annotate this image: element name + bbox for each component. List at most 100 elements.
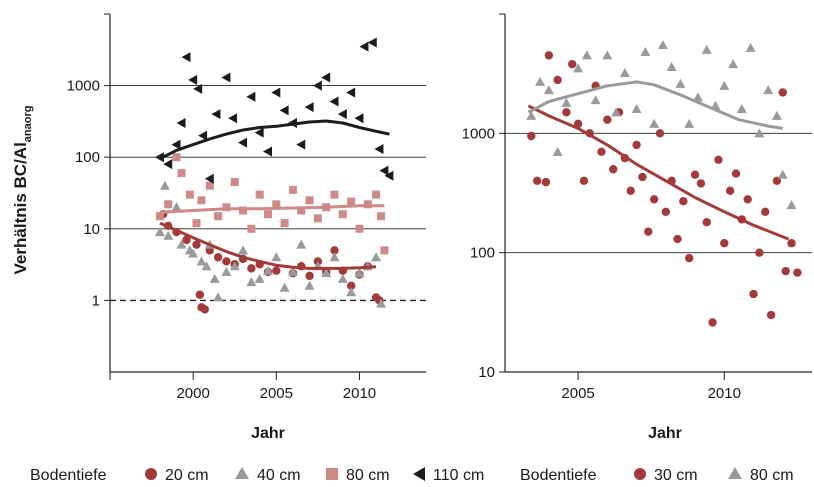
data-point <box>182 235 191 245</box>
data-point <box>338 210 347 219</box>
data-point <box>690 170 700 179</box>
left-x-axis-label: Jahr <box>251 425 285 442</box>
data-point <box>221 266 232 276</box>
data-point <box>296 139 306 150</box>
data-point <box>541 177 551 187</box>
data-point <box>579 176 589 186</box>
y-tick-label: 10 <box>478 364 495 381</box>
data-point <box>213 253 223 262</box>
data-point <box>685 253 694 263</box>
data-point <box>568 59 577 69</box>
data-point <box>304 280 315 290</box>
data-point <box>296 239 307 249</box>
legend-item-40cm: 40 cm <box>235 467 301 484</box>
data-point <box>377 212 386 221</box>
data-point <box>552 146 563 156</box>
left-chart: 1 10 100 1000 2000 2005 2010 Jahr <box>67 13 426 442</box>
legend-left-title: Bodentiefe <box>30 467 107 484</box>
data-point <box>355 224 364 233</box>
data-point <box>632 140 641 150</box>
trend-line <box>159 204 385 214</box>
data-point <box>287 266 298 276</box>
data-point <box>714 155 723 165</box>
data-point <box>379 165 389 176</box>
data-point <box>312 80 322 91</box>
data-point <box>657 39 668 49</box>
data-point <box>354 113 364 124</box>
data-point <box>702 218 711 227</box>
data-point <box>581 50 592 60</box>
data-point <box>532 176 542 186</box>
legend-marker-20cm <box>145 468 157 480</box>
series-80cm <box>155 153 389 255</box>
data-point <box>280 219 289 228</box>
right-chart: 10 100 1000 2005 2010 Jahr <box>462 13 812 442</box>
data-point <box>743 195 752 204</box>
data-point <box>188 74 198 85</box>
data-point <box>305 196 314 205</box>
data-point <box>313 214 322 223</box>
data-point <box>736 103 747 113</box>
data-point <box>346 287 357 297</box>
data-point <box>239 206 248 215</box>
data-point <box>347 197 356 206</box>
data-point <box>708 318 717 327</box>
data-point <box>177 169 186 178</box>
data-point <box>725 186 735 195</box>
data-point <box>279 282 290 292</box>
data-point <box>337 109 347 120</box>
legend-label-80cm: 80 cm <box>346 467 390 484</box>
data-point <box>661 207 671 217</box>
data-point <box>221 72 231 83</box>
data-point <box>719 80 730 90</box>
data-point <box>638 172 647 182</box>
data-point <box>611 107 622 117</box>
data-point <box>272 266 281 275</box>
data-point <box>649 195 659 204</box>
data-point <box>200 305 209 314</box>
x-tick-label: 2010 <box>708 385 741 402</box>
data-point <box>771 110 782 120</box>
data-point <box>288 185 297 194</box>
data-point <box>222 257 231 266</box>
legend-label-110cm: 110 cm <box>433 467 484 484</box>
data-point <box>321 268 332 278</box>
legend-item-80cm: 80 cm <box>326 467 390 484</box>
data-point <box>666 61 677 71</box>
data-point <box>181 52 191 63</box>
data-point <box>679 196 688 206</box>
legend-item-20cm: 20 cm <box>145 467 209 484</box>
data-point <box>619 68 630 78</box>
data-point <box>527 131 536 141</box>
data-point <box>544 51 554 60</box>
data-point <box>304 102 314 113</box>
legend-label-40cm: 40 cm <box>257 467 301 484</box>
data-point <box>781 266 790 276</box>
data-point <box>193 83 203 94</box>
data-point <box>649 118 660 128</box>
data-point <box>272 200 281 209</box>
legend-item-30cm: 30 cm <box>634 467 698 484</box>
y-tick-label: 1000 <box>462 125 495 142</box>
data-point <box>763 85 774 95</box>
data-point <box>626 186 635 195</box>
trend-line <box>159 119 390 161</box>
data-point <box>728 59 739 69</box>
data-point <box>154 152 164 163</box>
x-tick-label: 2005 <box>260 385 293 402</box>
data-point <box>778 88 787 97</box>
data-point <box>271 87 281 98</box>
data-point <box>321 72 331 83</box>
data-point <box>731 169 741 178</box>
data-point <box>154 227 165 237</box>
legend-label-20cm: 20 cm <box>165 467 209 484</box>
x-tick-label: 2000 <box>176 385 209 402</box>
data-point <box>246 277 257 287</box>
data-point <box>535 76 546 86</box>
data-point <box>211 109 221 120</box>
data-point <box>371 252 382 262</box>
y-tick-label: 100 <box>470 245 495 262</box>
legend-item-80cm-right: 80 cm <box>728 467 794 484</box>
legend-right-title: Bodentiefe <box>520 467 597 484</box>
y-tick-label: 1 <box>92 292 100 309</box>
